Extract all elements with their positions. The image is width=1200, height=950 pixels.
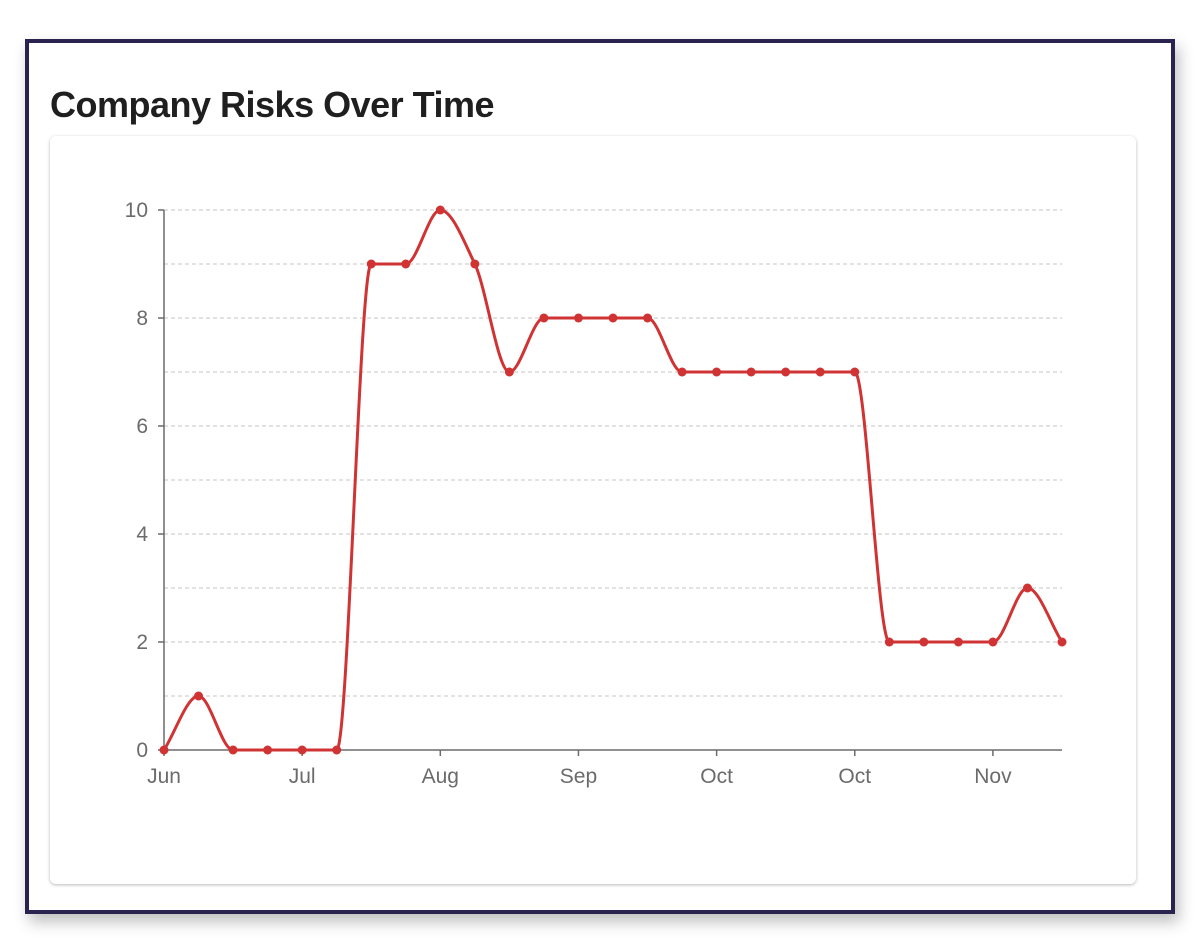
data-point [1022,583,1032,593]
data-point [1057,637,1067,647]
x-tick-label: Nov [974,765,1012,788]
data-point [159,745,169,755]
series-line [162,208,1064,752]
data-point [263,745,273,755]
data-point [194,691,204,701]
data-point [746,367,756,377]
data-point [712,367,722,377]
y-tick-label: 6 [136,415,148,438]
x-tick-label: Oct [700,765,733,788]
data-point [815,367,825,377]
data-point [504,367,514,377]
y-tick-label: 8 [136,307,148,330]
data-point [539,313,549,323]
data-point [435,205,445,215]
x-tick-label: Oct [838,765,871,788]
tick-labels: 0 2 4 6 8 10 Jun Jul Aug Sep Oct Oct Nov [125,199,1012,788]
data-point [953,637,963,647]
y-tick-label: 2 [136,631,148,654]
data-point [470,259,480,269]
y-tick-label: 10 [125,199,148,222]
data-point [988,637,998,647]
data-point [677,367,687,377]
data-point [573,313,583,323]
grid-lines [164,209,1062,697]
data-point [332,745,342,755]
y-tick-label: 4 [136,523,148,546]
data-point [228,745,238,755]
x-tick-label: Aug [422,765,459,788]
x-tick-label: Jun [147,765,181,788]
data-point [850,367,860,377]
y-tick-label: 0 [136,739,148,762]
data-point [643,313,653,323]
data-point [366,259,376,269]
axes [158,209,1062,756]
data-point [608,313,618,323]
data-point [919,637,929,647]
data-point [401,259,411,269]
data-point [297,745,307,755]
data-point [781,367,791,377]
page-title: Company Risks Over Time [50,84,495,125]
x-tick-label: Sep [560,765,597,788]
x-tick-label: Jul [289,765,316,788]
chart-card [50,136,1136,884]
series [159,205,1067,755]
data-point [884,637,894,647]
